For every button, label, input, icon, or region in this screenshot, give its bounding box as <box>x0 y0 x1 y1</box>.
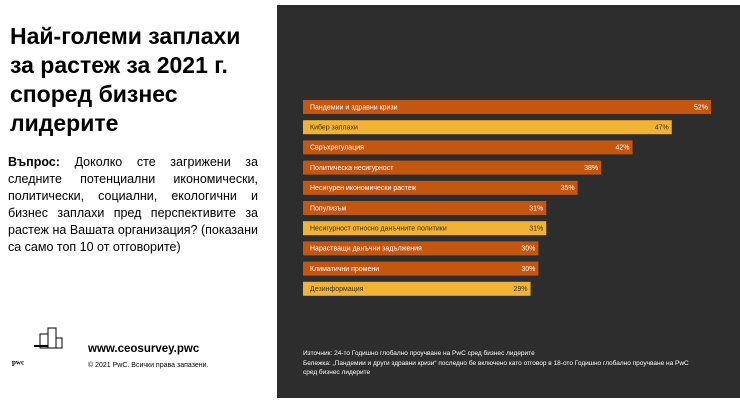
notes: Източник: 24-то Годишно глобално проучва… <box>303 349 703 378</box>
bar <box>303 201 547 215</box>
value-label: 47% <box>655 125 669 132</box>
bar <box>303 160 602 175</box>
url: www.ceosurvey.pwc <box>88 343 200 355</box>
category-label: Пандемии и здравни кризи <box>310 104 398 111</box>
value-label: 35% <box>561 185 575 192</box>
bar <box>303 100 711 114</box>
bar <box>303 140 633 155</box>
question: Въпрос: Доколко сте загрижени за следнит… <box>8 154 258 256</box>
category-label: Нарастващи данъчни задължения <box>310 246 422 253</box>
category-label: Климатични промени <box>310 266 379 273</box>
category-label: Дезинформация <box>310 286 364 293</box>
bar <box>303 120 672 135</box>
bar <box>303 281 531 296</box>
value-label: 52% <box>694 104 708 111</box>
logo-graphic <box>34 327 63 349</box>
category-label: Несигурност относно данъчните политики <box>310 226 447 233</box>
category-label: Политическа несигурност <box>310 165 394 172</box>
slide-title: Най-големи заплахи за растеж за 2021 г. … <box>10 23 241 136</box>
category-label: Несигурен икономически растеж <box>310 185 417 192</box>
value-label: 38% <box>584 165 598 172</box>
value-label: 30% <box>521 266 535 273</box>
category-label: Кибер заплахи <box>310 124 358 132</box>
value-label: 30% <box>521 246 535 253</box>
source: Източник: 24-то Годишно глобално проучва… <box>303 350 535 357</box>
bar <box>303 180 578 195</box>
logo: pwc <box>12 327 63 367</box>
bar <box>303 261 539 276</box>
note: Бележка: „Пандемии и други здравни кризи… <box>303 359 689 377</box>
value-label: 42% <box>616 145 630 152</box>
value-label: 29% <box>514 286 528 293</box>
value-label: 31% <box>529 226 543 233</box>
value-label: 31% <box>529 205 543 212</box>
question-label: Въпрос: <box>8 155 60 169</box>
copyright: © 2021 PwC. Всички права запазени. <box>88 362 209 369</box>
category-label: Свръхрегулация <box>310 145 364 152</box>
logo-text: pwc <box>12 359 24 367</box>
question-text: Доколко сте загрижени за следните потенц… <box>8 155 258 254</box>
category-label: Популизъм <box>310 205 346 212</box>
bar <box>303 241 539 256</box>
bar <box>303 221 547 236</box>
